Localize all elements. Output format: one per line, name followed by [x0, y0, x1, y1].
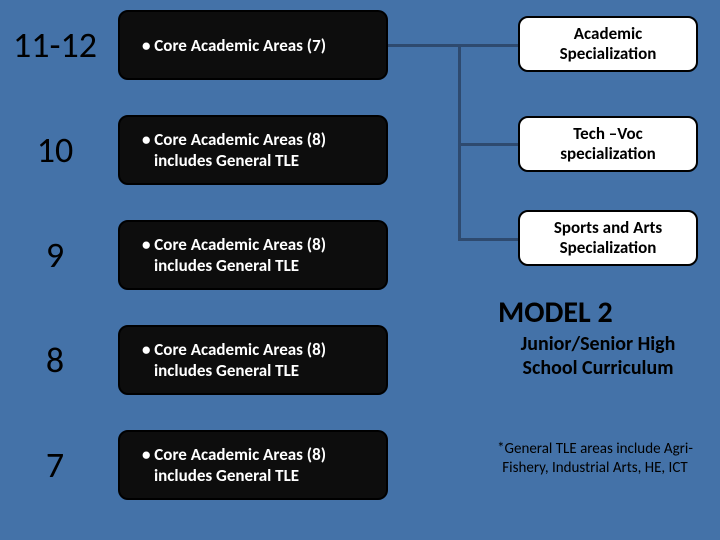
spec-box-sports-arts: Sports and Arts Specialization [518, 210, 698, 266]
grade-label: 8 [0, 338, 110, 382]
model-sub-line-1: Junior/Senior High [488, 332, 708, 356]
spec-box-academic: Academic Specialization [518, 16, 698, 72]
desc-line-1: • Core Academic Areas (8) [142, 444, 326, 465]
model-subtitle: Junior/Senior High School Curriculum [488, 332, 708, 380]
spec-line-2: specialization [560, 144, 655, 164]
desc-text: • Core Academic Areas (7) [142, 35, 326, 56]
desc-box: • Core Academic Areas (8) includes Gener… [118, 115, 388, 185]
grade-label: 10 [0, 128, 110, 172]
connector-vertical [458, 44, 461, 240]
grade-label: 11-12 [0, 23, 110, 67]
grade-label: 7 [0, 443, 110, 487]
desc-box: • Core Academic Areas (7) [118, 10, 388, 80]
desc-line-1: • Core Academic Areas (8) [142, 339, 326, 360]
footnote-line-2: Fishery, Industrial Arts, HE, ICT [470, 459, 720, 478]
spec-line-2: Specialization [560, 44, 657, 64]
connector-main-h [388, 44, 460, 47]
spec-line-1: Tech –Voc [560, 124, 655, 144]
desc-line-2: includes General TLE [142, 465, 326, 486]
spec-line-1: Sports and Arts [554, 218, 662, 238]
desc-line-1: • Core Academic Areas (8) [142, 129, 326, 150]
model-title: MODEL 2 [498, 294, 613, 331]
desc-line-1: • Core Academic Areas (8) [142, 234, 326, 255]
desc-box: • Core Academic Areas (8) includes Gener… [118, 430, 388, 500]
connector-to-spec-1 [458, 44, 520, 47]
spec-box-techvoc: Tech –Voc specialization [518, 116, 698, 172]
spec-line-1: Academic [560, 24, 657, 44]
model-sub-line-2: School Curriculum [488, 356, 708, 380]
desc-line-2: includes General TLE [142, 150, 326, 171]
grade-label: 9 [0, 233, 110, 277]
desc-box: • Core Academic Areas (8) includes Gener… [118, 220, 388, 290]
footnote: *General TLE areas include Agri- Fishery… [470, 440, 720, 478]
desc-box: • Core Academic Areas (8) includes Gener… [118, 325, 388, 395]
desc-line-2: includes General TLE [142, 360, 326, 381]
connector-to-spec-3 [458, 238, 520, 241]
desc-line-2: includes General TLE [142, 255, 326, 276]
connector-to-spec-2 [458, 143, 520, 146]
footnote-line-1: *General TLE areas include Agri- [470, 440, 720, 459]
spec-line-2: Specialization [554, 238, 662, 258]
